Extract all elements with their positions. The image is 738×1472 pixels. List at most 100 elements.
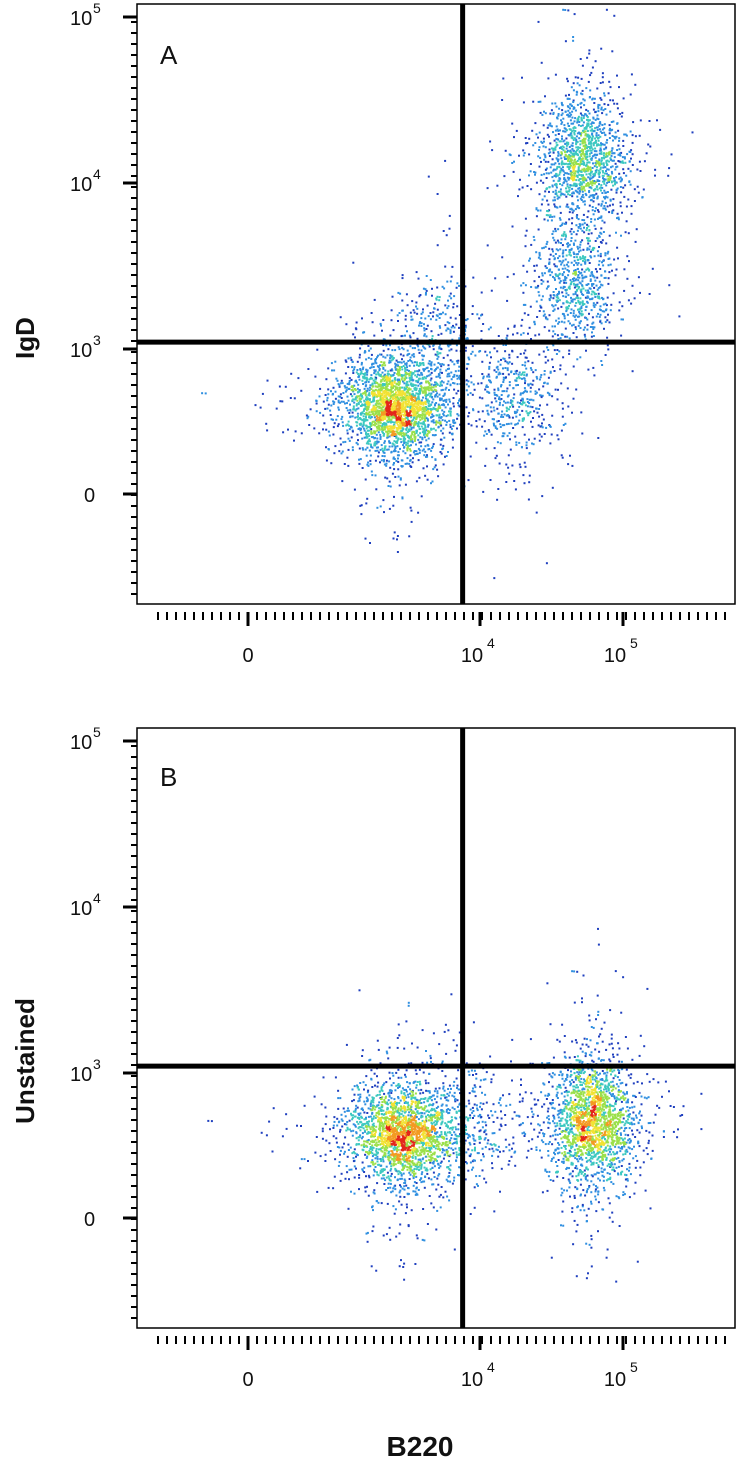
event-dot bbox=[580, 307, 583, 309]
event-dot bbox=[424, 474, 427, 477]
event-dot bbox=[535, 208, 538, 211]
event-dot bbox=[455, 344, 458, 347]
event-dot bbox=[542, 310, 545, 313]
event-dot bbox=[549, 274, 552, 277]
event-dot bbox=[571, 136, 574, 139]
event-dot bbox=[387, 402, 390, 405]
event-dot bbox=[406, 431, 409, 433]
event-dot bbox=[570, 299, 573, 302]
event-dot bbox=[566, 335, 569, 338]
event-dot bbox=[563, 281, 566, 284]
event-dot bbox=[598, 235, 601, 238]
event-dot bbox=[540, 61, 543, 64]
event-dot bbox=[381, 419, 384, 422]
event-dot bbox=[541, 394, 544, 397]
event-dot bbox=[580, 92, 582, 95]
event-dot bbox=[580, 150, 583, 153]
event-dot bbox=[429, 318, 432, 321]
event-dot bbox=[487, 429, 490, 432]
event-dot bbox=[545, 317, 548, 320]
event-dot bbox=[557, 160, 559, 163]
event-dot bbox=[571, 110, 574, 113]
event-dot bbox=[613, 177, 616, 180]
event-dot bbox=[417, 415, 420, 417]
event-dot bbox=[368, 440, 371, 443]
event-dot bbox=[564, 335, 567, 338]
event-dot bbox=[545, 172, 548, 175]
event-dot bbox=[375, 426, 378, 428]
event-dot bbox=[333, 369, 336, 372]
event-dot bbox=[541, 422, 543, 425]
event-dot bbox=[532, 100, 535, 103]
event-dot bbox=[553, 215, 556, 218]
event-dot bbox=[428, 389, 430, 392]
event-dot bbox=[577, 148, 580, 151]
event-dot bbox=[397, 468, 400, 471]
event-dot bbox=[522, 291, 525, 294]
event-dot bbox=[402, 403, 405, 406]
event-dot bbox=[584, 130, 587, 133]
event-dot bbox=[628, 160, 631, 163]
event-dot bbox=[603, 205, 606, 207]
event-dot bbox=[388, 359, 391, 362]
event-dot bbox=[390, 389, 392, 392]
event-dot bbox=[611, 147, 614, 150]
event-dot bbox=[383, 414, 385, 417]
event-dot bbox=[589, 149, 592, 152]
event-dot bbox=[425, 367, 428, 370]
event-dot bbox=[543, 373, 546, 376]
event-dot bbox=[581, 303, 584, 305]
event-dot bbox=[427, 362, 430, 365]
event-dot bbox=[525, 367, 528, 370]
event-dot bbox=[599, 82, 602, 84]
event-dot bbox=[572, 139, 575, 141]
event-dot bbox=[524, 364, 526, 367]
event-dot bbox=[570, 239, 573, 242]
event-dot bbox=[373, 396, 376, 399]
event-dot bbox=[398, 409, 400, 412]
event-dot bbox=[605, 113, 608, 116]
event-dot bbox=[548, 394, 551, 397]
event-dot bbox=[545, 188, 548, 191]
event-dot bbox=[365, 427, 368, 430]
event-dot bbox=[642, 188, 645, 191]
event-dot bbox=[547, 152, 550, 155]
event-dot bbox=[369, 417, 372, 420]
event-dot bbox=[359, 400, 362, 403]
event-dot bbox=[376, 395, 379, 398]
event-dot bbox=[580, 77, 583, 80]
event-dot bbox=[588, 142, 590, 145]
event-dot bbox=[589, 287, 592, 290]
event-dot bbox=[457, 414, 460, 417]
event-dot bbox=[379, 415, 382, 418]
event-dot bbox=[524, 356, 527, 359]
event-dot bbox=[415, 480, 418, 483]
event-dot bbox=[485, 385, 488, 388]
event-dot bbox=[619, 205, 622, 208]
event-dot bbox=[670, 153, 673, 156]
event-dot bbox=[598, 183, 600, 186]
event-dot bbox=[519, 393, 522, 396]
event-dot bbox=[413, 412, 416, 415]
event-dot bbox=[455, 392, 458, 395]
event-dot bbox=[396, 372, 399, 375]
event-dot bbox=[388, 440, 391, 443]
event-dot bbox=[581, 142, 584, 145]
event-dot bbox=[366, 387, 369, 390]
event-dot bbox=[471, 393, 474, 396]
event-dot bbox=[374, 440, 377, 443]
event-dot bbox=[401, 358, 403, 361]
event-dot bbox=[594, 172, 597, 175]
event-dot bbox=[348, 377, 351, 380]
event-dot bbox=[619, 186, 622, 188]
event-dot bbox=[607, 168, 610, 171]
event-dot bbox=[353, 488, 356, 491]
event-dot bbox=[369, 463, 372, 466]
event-dot bbox=[558, 173, 561, 176]
event-dot bbox=[452, 382, 455, 384]
event-dot bbox=[517, 384, 519, 386]
event-dot bbox=[581, 124, 584, 127]
event-dot bbox=[578, 223, 581, 226]
event-dot bbox=[396, 538, 398, 541]
event-dot bbox=[560, 122, 563, 125]
